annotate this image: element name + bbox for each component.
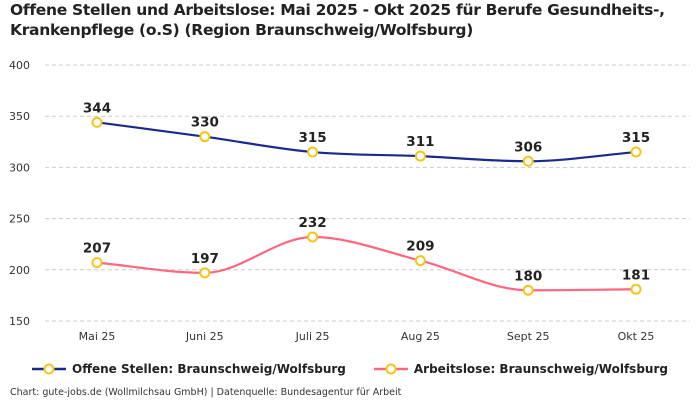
- legend-label: Offene Stellen: Braunschweig/Wolfsburg: [72, 362, 346, 376]
- data-point: [199, 267, 211, 279]
- legend-marker-icon: [373, 363, 408, 375]
- data-label: 330: [191, 115, 219, 131]
- data-label: 344: [83, 100, 111, 116]
- y-tick-label: 200: [9, 264, 30, 277]
- data-label: 232: [299, 215, 327, 231]
- data-point: [199, 131, 211, 143]
- x-tick-label: Okt 25: [618, 330, 655, 343]
- data-label: 180: [514, 268, 542, 284]
- data-label: 209: [406, 239, 434, 255]
- x-tick-label: Sept 25: [507, 330, 550, 343]
- data-point: [414, 255, 426, 267]
- x-tick-label: Aug 25: [401, 330, 440, 343]
- series-line: [96, 121, 637, 163]
- chart-title: Offene Stellen und Arbeitslose: Mai 2025…: [10, 1, 665, 39]
- data-point: [307, 146, 319, 158]
- data-point: [307, 231, 319, 243]
- source-note: Chart: gute-jobs.de (Wollmilchsau GmbH) …: [10, 387, 402, 398]
- data-point: [91, 116, 103, 128]
- y-tick-label: 300: [9, 161, 30, 174]
- data-label: 311: [406, 134, 434, 150]
- data-label: 306: [514, 139, 542, 155]
- data-label: 207: [83, 241, 111, 257]
- x-tick-label: Juli 25: [295, 330, 330, 343]
- data-label: 315: [299, 130, 327, 146]
- data-label: 181: [622, 267, 650, 283]
- y-tick-label: 400: [9, 59, 30, 72]
- legend-label: Arbeitslose: Braunschweig/Wolfsburg: [413, 362, 668, 376]
- line-chart: 150 200 250 300 350 400 Mai 25 Juni 25 Juli 25 Au…: [9, 59, 690, 343]
- data-point: [522, 155, 534, 167]
- legend: Offene Stellen: Braunschweig/Wolfsburg Ar…: [0, 362, 700, 376]
- legend-item[interactable]: Offene Stellen: Braunschweig/Wolfsburg: [32, 362, 346, 376]
- data-point: [630, 283, 642, 295]
- y-tick-label: 150: [9, 315, 30, 328]
- data-point: [522, 284, 534, 296]
- data-label: 197: [191, 251, 219, 267]
- y-tick-label: 350: [9, 110, 30, 123]
- y-tick-label: 250: [9, 213, 30, 226]
- legend-item[interactable]: Arbeitslose: Braunschweig/Wolfsburg: [373, 362, 668, 376]
- data-point: [91, 257, 103, 269]
- x-tick-label: Juni 25: [185, 330, 224, 343]
- legend-marker-icon: [32, 363, 67, 375]
- series-line: [96, 235, 637, 292]
- x-tick-label: Mai 25: [79, 330, 116, 343]
- data-point: [630, 146, 642, 158]
- data-label: 315: [622, 130, 650, 146]
- data-point: [414, 150, 426, 162]
